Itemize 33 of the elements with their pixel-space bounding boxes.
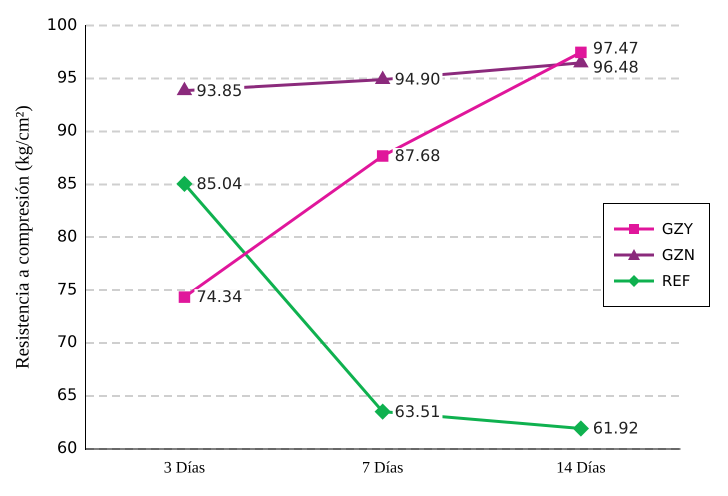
point [375,404,390,420]
y-tick-label: 80 [56,226,78,246]
point [376,150,388,162]
y-tick-label: 60 [56,438,78,457]
y-tick-label: 85 [56,173,78,192]
x-tick-label: 3 Días [164,460,206,477]
point [575,46,587,58]
point [178,83,192,96]
x-tick-label: 7 Días [362,460,404,477]
data-label: 96.48 [592,57,639,76]
data-label: 61.92 [592,418,639,438]
data-label: 87.68 [394,146,440,166]
x-tick-label: 14 Días [556,460,606,477]
y-tick-label: 90 [56,120,78,140]
y-tick-label: 65 [56,385,78,404]
data-label: 97.47 [592,38,639,58]
y-axis-title: Resistencia a compresión (kg/cm²) [12,105,34,370]
point [573,420,588,436]
data-label: 63.51 [394,402,440,421]
data-label: 74.34 [196,287,242,306]
point [178,291,190,303]
y-tick-label: 95 [56,68,78,87]
data-label: 93.85 [196,80,242,100]
point [176,176,192,192]
point [376,72,390,84]
legend-label: REF [662,272,690,290]
y-tick-label: 70 [56,332,78,352]
y-tick-label: 100 [46,14,78,34]
legend-label: GZN [662,246,695,264]
y-tick-label: 75 [56,279,78,298]
legend-label: GZY [662,220,693,238]
data-label: 85.04 [196,174,242,194]
data-label: 94.90 [394,70,440,89]
